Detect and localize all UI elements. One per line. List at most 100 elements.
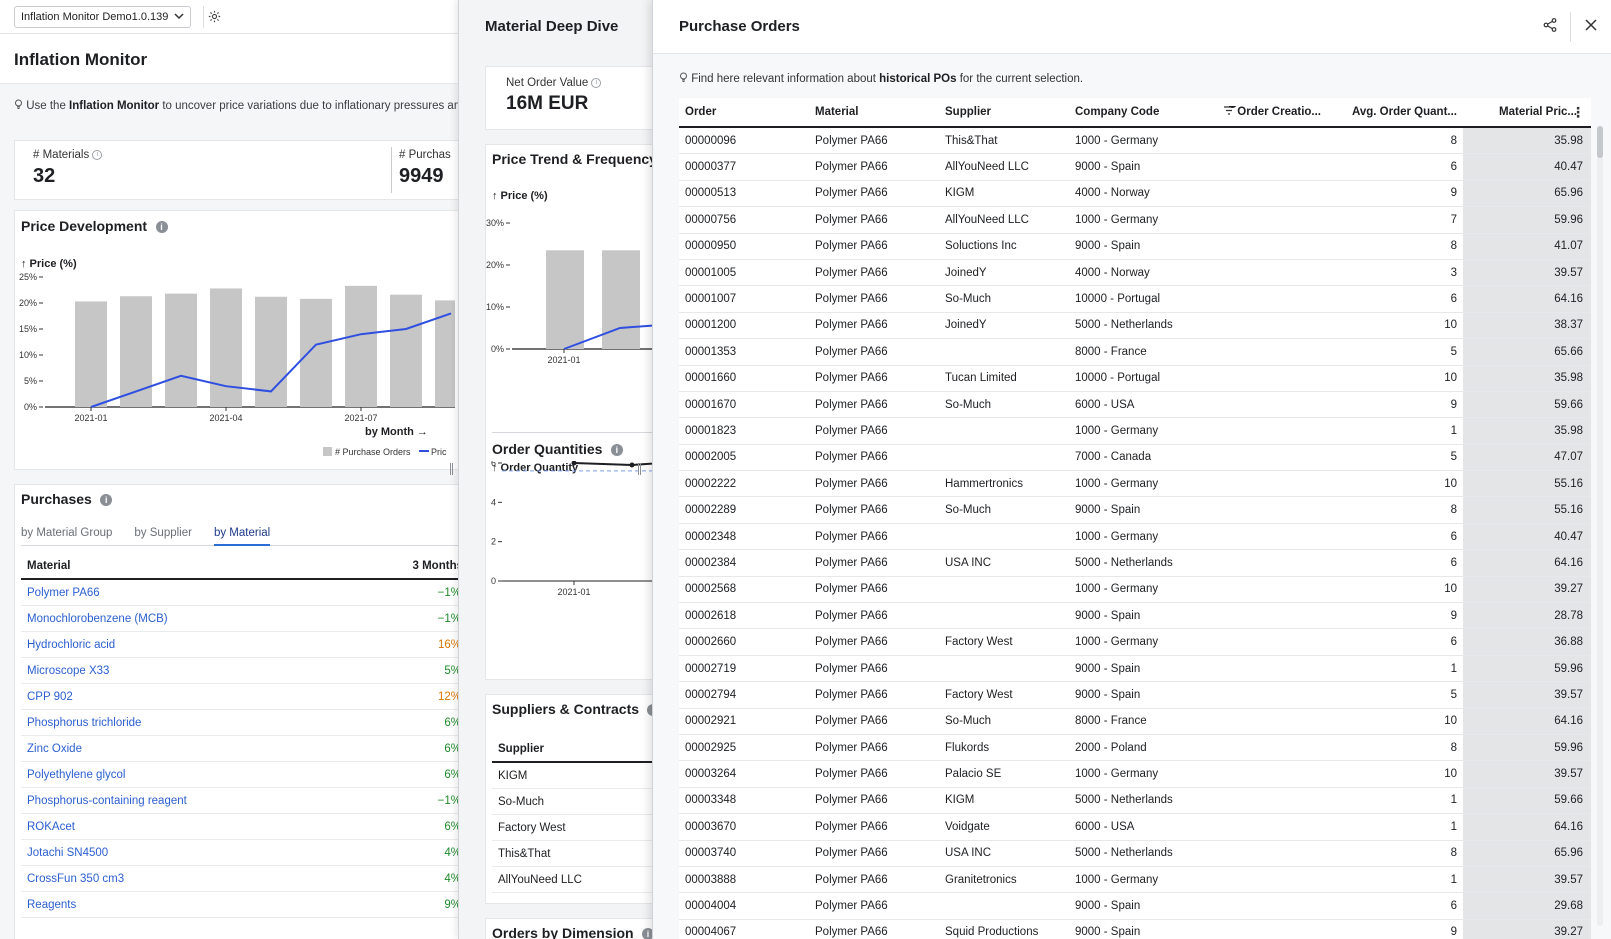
table-row[interactable]: 00002660 Polymer PA66 Factory West 1000 - G… <box>679 629 1591 656</box>
table-row[interactable]: 00002719 Polymer PA66 9000 - Spain 1 59.96 <box>679 655 1591 683</box>
table-row[interactable]: 00003264 Polymer PA66 Palacio SE 1000 - Ger… <box>679 761 1591 788</box>
table-row[interactable]: 00003888 Polymer PA66 Granitetronics 1000 -… <box>679 866 1591 894</box>
app-version-select[interactable]: Inflation Monitor Demo1.0.139 <box>14 5 192 28</box>
panel-resize-handle[interactable] <box>638 463 644 479</box>
material-link[interactable]: Jotachi SN4500 <box>27 846 109 859</box>
table-row[interactable]: CrossFun 350 cm3 4% <box>21 866 458 892</box>
table-row[interactable]: 00002348 Polymer PA66 1000 - Germany 6 40.47 <box>679 523 1591 551</box>
avg-order-quantity-cell: 8 <box>1450 504 1457 517</box>
col-supplier[interactable]: Supplier <box>945 106 992 118</box>
table-row[interactable]: Polyethylene glycol 6% <box>21 762 458 788</box>
order-cell: 00002618 <box>685 609 737 622</box>
table-row[interactable]: 00002794 Polymer PA66 Factory West 9000 - S… <box>679 682 1591 709</box>
info-icon[interactable]: i <box>92 149 103 160</box>
col-avg-order-quantity[interactable]: Avg. Order Quant... <box>1351 106 1457 118</box>
col-order[interactable]: Order <box>685 106 717 118</box>
table-row[interactable]: 00003670 Polymer PA66 Voidgate 6000 - USA 1 6… <box>679 814 1591 841</box>
col-material-price[interactable]: Material Pric... <box>1463 98 1591 126</box>
table-row[interactable]: 00001005 Polymer PA66 JoinedY 4000 - Norway… <box>679 259 1591 287</box>
material-link[interactable]: CPP 902 <box>27 690 73 703</box>
table-row[interactable]: 00002925 Polymer PA66 Flukords 2000 - Polan… <box>679 734 1591 762</box>
table-row[interactable]: 00002568 Polymer PA66 1000 - Germany 10 39.2… <box>679 576 1591 604</box>
table-row[interactable]: Zinc Oxide 6% <box>21 736 458 762</box>
info-icon[interactable]: i <box>642 927 652 939</box>
panel-resize-handle[interactable] <box>450 463 456 479</box>
close-button[interactable] <box>1571 0 1611 54</box>
table-row[interactable]: 00000513 Polymer PA66 KIGM 4000 - Norway 9 65… <box>679 180 1591 208</box>
scrollbar-thumb[interactable] <box>1597 126 1603 158</box>
table-row[interactable]: 00000377 Polymer PA66 AllYouNeed LLC 9000 -… <box>679 154 1591 181</box>
table-row[interactable]: ROKAcet 6% <box>21 814 458 840</box>
table-row[interactable]: AllYouNeed LLC <box>492 867 652 893</box>
table-row[interactable]: Jotachi SN4500 4% <box>21 840 458 866</box>
vertical-scrollbar[interactable] <box>1597 126 1603 926</box>
table-row[interactable]: KIGM <box>492 763 652 789</box>
table-row[interactable]: 00001660 Polymer PA66 Tucan Limited 10000 -… <box>679 365 1591 392</box>
col-company-code[interactable]: Company Code <box>1075 106 1160 118</box>
col-material[interactable]: Material <box>815 106 859 118</box>
table-row[interactable]: 00001823 Polymer PA66 1000 - Germany 1 35.98 <box>679 418 1591 445</box>
table-row[interactable]: 00002005 Polymer PA66 7000 - Canada 5 47.07 <box>679 444 1591 472</box>
material-link[interactable]: Zinc Oxide <box>27 742 82 755</box>
table-row[interactable]: 00000756 Polymer PA66 AllYouNeed LLC 1000 -… <box>679 207 1591 234</box>
table-row[interactable]: 00001670 Polymer PA66 So-Much 6000 - USA 9 59… <box>679 391 1591 419</box>
table-row[interactable]: 00003348 Polymer PA66 KIGM 5000 - Netherlan… <box>679 787 1591 815</box>
material-link[interactable]: Polyethylene glycol <box>27 768 126 781</box>
material-cell: Polymer PA66 <box>815 873 888 886</box>
table-row[interactable]: CPP 902 12% <box>21 684 458 710</box>
company-code-cell: 1000 - Germany <box>1075 583 1159 596</box>
tab-by-material[interactable]: by Material <box>213 527 271 546</box>
material-link[interactable]: Hydrochloric acid <box>27 638 116 651</box>
table-row[interactable]: 00000096 Polymer PA66 This&That 1000 - Germ… <box>679 128 1591 155</box>
company-code-cell: 1000 - Germany <box>1075 530 1159 543</box>
table-row[interactable]: 00002618 Polymer PA66 9000 - Spain 9 28.78 <box>679 603 1591 630</box>
table-row[interactable]: 00001200 Polymer PA66 JoinedY 5000 - Nether… <box>679 312 1591 340</box>
col-3months[interactable]: 3 Months <box>412 560 458 572</box>
info-icon[interactable]: i <box>155 220 168 233</box>
info-icon[interactable]: i <box>610 443 623 456</box>
table-row[interactable]: This&That <box>492 841 652 867</box>
info-icon[interactable]: i <box>100 493 113 506</box>
material-link[interactable]: CrossFun 350 cm3 <box>27 872 125 885</box>
more-vertical-icon[interactable]: ⋮ <box>1571 104 1585 120</box>
table-row[interactable]: Phosphorus-containing reagent −1% <box>21 788 458 814</box>
table-row[interactable]: Hydrochloric acid 16% <box>21 632 458 658</box>
table-row[interactable]: Monochlorobenzene (MCB) −1% <box>21 606 458 632</box>
table-row[interactable]: Microscope X33 5% <box>21 658 458 684</box>
info-icon[interactable]: i <box>591 77 602 88</box>
table-row[interactable]: 00002289 Polymer PA66 So-Much 9000 - Spain 8… <box>679 497 1591 524</box>
gear-icon[interactable] <box>203 5 225 28</box>
material-price-cell: 38.37 <box>1463 312 1591 339</box>
tab-by-supplier[interactable]: by Supplier <box>134 527 192 539</box>
table-row[interactable]: So-Much <box>492 789 652 815</box>
tab-by-material-group[interactable]: by Material Group <box>21 527 113 539</box>
company-code-cell: 9000 - Spain <box>1075 609 1141 622</box>
table-row[interactable]: Phosphorus trichloride 6% <box>21 710 458 736</box>
table-row[interactable]: Factory West <box>492 815 652 841</box>
info-icon[interactable]: i <box>647 703 652 716</box>
table-row[interactable]: 00002384 Polymer PA66 USA INC 5000 - Nether… <box>679 550 1591 577</box>
table-row[interactable]: 00002921 Polymer PA66 So-Much 8000 - France… <box>679 708 1591 735</box>
material-link[interactable]: Phosphorus trichloride <box>27 716 142 729</box>
material-link[interactable]: Phosphorus-containing reagent <box>27 794 187 807</box>
table-row[interactable]: 00004004 Polymer PA66 9000 - Spain 6 29.68 <box>679 893 1591 920</box>
material-link[interactable]: ROKAcet <box>27 820 75 833</box>
col-order-creation-date[interactable]: 1 Order Creatio... <box>1199 106 1325 118</box>
material-link[interactable]: Polymer PA66 <box>27 586 100 599</box>
table-row[interactable]: Polymer PA66 −1% <box>21 580 458 606</box>
material-link[interactable]: Microscope X33 <box>27 664 110 677</box>
table-row[interactable]: 00000950 Polymer PA66 Soluctions Inc 9000 -… <box>679 233 1591 260</box>
avg-order-quantity-cell: 5 <box>1450 345 1457 358</box>
share-button[interactable] <box>1530 0 1570 54</box>
table-row[interactable]: 00004067 Polymer PA66 Squid Productions 900… <box>679 919 1591 939</box>
filter-icon[interactable]: 1 <box>1224 106 1238 118</box>
material-link[interactable]: Reagents <box>27 898 77 911</box>
table-row[interactable]: 00001353 Polymer PA66 8000 - France 5 65.66 <box>679 339 1591 366</box>
col-material[interactable]: Material <box>27 560 71 572</box>
table-row[interactable]: 00002222 Polymer PA66 Hammertronics 1000 - … <box>679 471 1591 498</box>
table-row[interactable]: 00003740 Polymer PA66 USA INC 5000 - Nether… <box>679 840 1591 867</box>
table-row[interactable]: Reagents 9% <box>21 892 458 918</box>
table-row[interactable]: 00001007 Polymer PA66 So-Much 10000 - Portu… <box>679 286 1591 313</box>
col-supplier[interactable]: Supplier <box>492 743 652 763</box>
material-link[interactable]: Monochlorobenzene (MCB) <box>27 612 168 625</box>
